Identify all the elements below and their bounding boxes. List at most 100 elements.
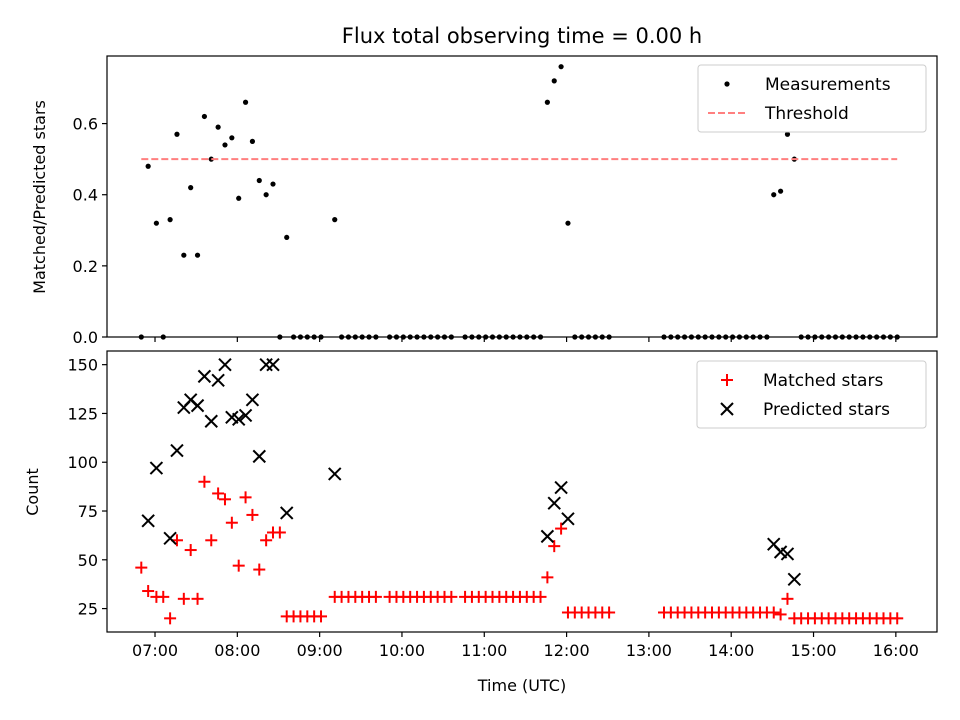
- matched-stars-point: [891, 612, 904, 625]
- matched-stars-point: [184, 544, 197, 557]
- bottom-y-tick-label: 125: [67, 404, 98, 423]
- matched-stars-point: [369, 590, 382, 603]
- measurements-point: [181, 252, 187, 258]
- matched-stars-point: [212, 487, 225, 500]
- measurements-point: [242, 99, 249, 105]
- measurements-point: [819, 334, 825, 340]
- measurements-point: [716, 334, 722, 340]
- measurements-point: [215, 124, 221, 130]
- measurements-point: [393, 334, 400, 340]
- predicted-stars-point: [218, 357, 232, 372]
- measurements-point: [352, 334, 358, 340]
- measurements-point: [606, 334, 612, 340]
- predicted-stars-point: [149, 461, 164, 475]
- measurements-point: [784, 131, 791, 137]
- measurements-point: [558, 64, 564, 70]
- measurements-point: [867, 334, 873, 340]
- measurements-point: [222, 142, 228, 148]
- matched-stars-point: [246, 508, 259, 521]
- measurements-point: [531, 334, 537, 340]
- measurements-point: [263, 192, 269, 198]
- measurements-point: [318, 334, 324, 340]
- measurements-point: [311, 334, 317, 340]
- measurements-point: [736, 334, 743, 340]
- measurements-point: [702, 334, 708, 340]
- measurements-point: [517, 334, 523, 340]
- bottom-y-tick-label: 150: [67, 356, 98, 375]
- bottom-y-tick-label: 25: [78, 600, 98, 619]
- measurements-point: [407, 334, 413, 340]
- measurements-point: [695, 334, 701, 340]
- measurements-point: [798, 334, 804, 340]
- matched-stars-point: [273, 526, 286, 539]
- measurements-point: [441, 334, 448, 340]
- predicted-stars-point: [252, 449, 266, 464]
- measurements-point: [853, 334, 859, 340]
- bottom-x-tick-label: 07:00: [132, 641, 178, 660]
- measurements-point: [839, 334, 845, 340]
- measurements-point: [188, 185, 194, 191]
- bottom-x-tick-label: 13:00: [626, 641, 672, 660]
- matched-stars-point: [781, 592, 794, 605]
- matched-stars-point: [225, 516, 238, 529]
- bottom-axes-frame: [106, 350, 938, 633]
- matched-stars-point: [774, 608, 787, 621]
- measurements-point: [145, 163, 151, 169]
- matched-stars-point: [232, 559, 245, 572]
- bottom-y-tick-label: 75: [78, 502, 98, 521]
- measurements-point: [592, 334, 598, 340]
- measurements-point: [208, 156, 214, 162]
- predicted-stars-point: [561, 512, 575, 526]
- top-y-tick-label: 0.2: [73, 257, 98, 276]
- matched-stars-point: [555, 522, 568, 535]
- measurements-point: [661, 334, 667, 340]
- matched-stars-point: [142, 585, 155, 598]
- bottom-x-tick-label: 08:00: [214, 641, 260, 660]
- measurements-point: [832, 334, 839, 340]
- measurements-point: [201, 113, 208, 120]
- measurements-point: [771, 192, 777, 198]
- measurements-point: [675, 334, 681, 340]
- measurements-point: [572, 334, 578, 340]
- top-chart-title: Flux total observing time = 0.00 h: [342, 24, 702, 48]
- measurements-point: [750, 334, 756, 340]
- legend-label-threshold: Threshold: [764, 104, 849, 124]
- measurements-point: [476, 334, 482, 340]
- measurements-point: [709, 334, 715, 340]
- measurements-point: [448, 334, 454, 340]
- measurements-point: [304, 334, 310, 340]
- measurements-point: [860, 334, 866, 340]
- matched-stars-point: [164, 612, 177, 625]
- predicted-stars-point: [197, 369, 212, 384]
- measurements-point: [174, 131, 180, 137]
- bottom-x-tick-label: 15:00: [790, 641, 836, 660]
- measurements-point: [483, 334, 489, 340]
- bottom-plot-area: [135, 357, 904, 625]
- measurements-point: [160, 334, 166, 340]
- top-plot-area: [138, 64, 900, 340]
- matched-stars-point: [260, 534, 273, 547]
- measurements-point: [400, 334, 406, 340]
- measurements-point: [387, 334, 393, 340]
- measurements-point: [345, 334, 352, 340]
- predicted-stars-point: [547, 496, 561, 510]
- measurements-point: [496, 334, 502, 340]
- predicted-stars-point: [170, 443, 184, 458]
- bottom-y-axis-label: Count: [23, 468, 42, 516]
- measurements-point: [887, 334, 893, 340]
- measurements-point: [826, 334, 832, 340]
- measurements-point: [764, 334, 770, 340]
- predicted-stars-point: [780, 547, 795, 561]
- measurements-point: [421, 334, 427, 340]
- predicted-stars-point: [266, 357, 280, 372]
- predicted-stars-point: [190, 398, 205, 413]
- legend-marker-matched-stars: [721, 374, 733, 386]
- predicted-stars-point: [141, 514, 155, 528]
- measurements-point: [551, 78, 557, 84]
- legend-marker-predicted-stars: [720, 402, 734, 416]
- matched-stars-point: [445, 590, 458, 603]
- top-y-tick-label: 0.0: [73, 328, 98, 347]
- measurements-point: [846, 334, 852, 340]
- bottom-panel: 25 50 75 100 125 150 07:00 08:00 09:00 10:00 11:0…: [23, 350, 938, 695]
- measurements-point: [194, 252, 201, 258]
